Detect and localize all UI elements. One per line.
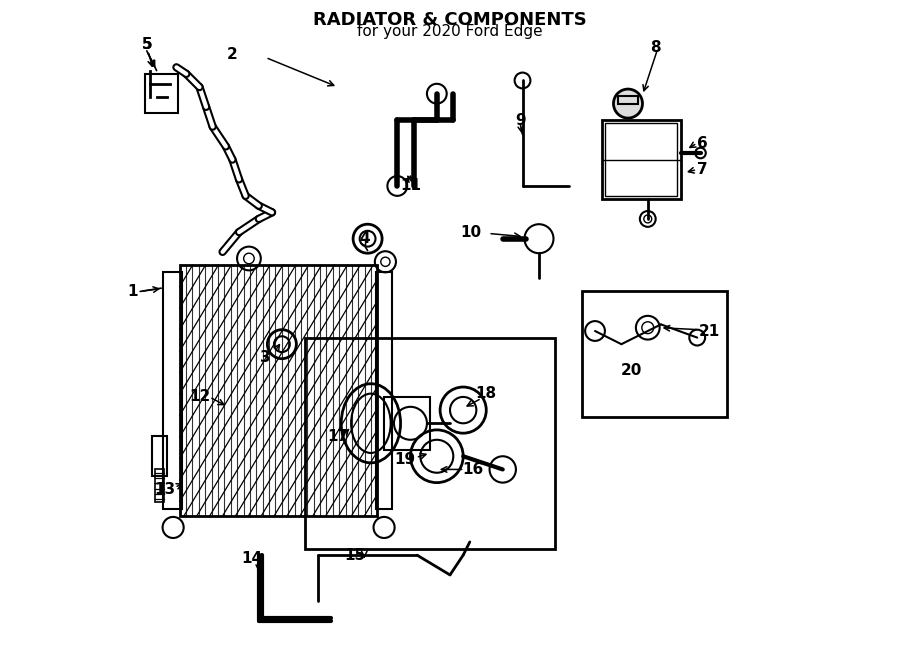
Bar [581,291,727,416]
Text: 18: 18 [476,386,497,401]
Text: 5: 5 [141,36,152,52]
Bar [384,397,430,449]
Text: 13: 13 [154,482,176,496]
Bar [163,271,182,509]
Bar [180,265,377,516]
Circle shape [244,253,254,263]
Bar [146,74,178,113]
Text: 21: 21 [699,324,720,338]
Bar [152,436,166,476]
Text: 1: 1 [127,284,138,299]
Text: 20: 20 [621,363,642,378]
Bar [618,95,638,103]
Text: 9: 9 [515,113,526,128]
Text: 14: 14 [242,551,263,566]
Text: 15: 15 [344,547,365,563]
Text: 16: 16 [463,462,483,477]
Bar [375,271,392,509]
Text: 11: 11 [400,179,421,193]
Circle shape [644,215,652,223]
Text: RADIATOR & COMPONENTS: RADIATOR & COMPONENTS [313,11,587,29]
Bar [605,123,678,196]
Text: 3: 3 [260,350,271,365]
Circle shape [614,89,643,118]
Text: 17: 17 [328,429,348,444]
Text: 2: 2 [227,46,238,62]
Text: for your 2020 Ford Edge: for your 2020 Ford Edge [357,24,543,40]
Text: 4: 4 [359,231,370,246]
Text: 8: 8 [651,40,661,55]
Bar [305,338,555,549]
Text: 19: 19 [394,452,416,467]
Text: 10: 10 [461,224,482,240]
Text: 5: 5 [141,36,152,52]
Text: 6: 6 [698,136,708,151]
Bar [155,469,164,502]
Bar [601,120,680,199]
Text: 7: 7 [698,162,707,177]
Text: 12: 12 [189,389,210,404]
